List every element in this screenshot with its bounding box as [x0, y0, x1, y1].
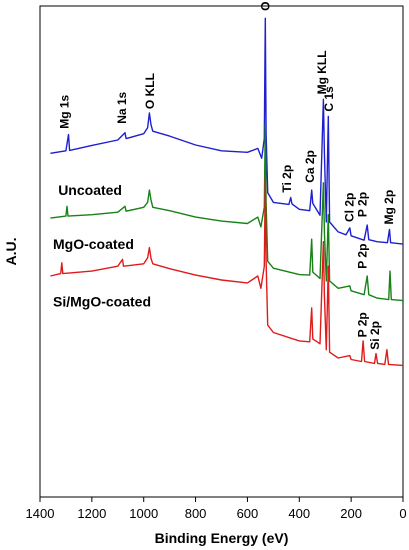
series-line-1: [50, 123, 404, 302]
x-axis: 1400 1200 1000 800 600 400 200 0: [26, 497, 407, 521]
peak-label-0: Mg 1s: [57, 94, 71, 128]
series-name-label-0: Uncoated: [58, 182, 122, 198]
x-tick-label-2: 1000: [129, 506, 158, 521]
peak-label-4: Ti 2p: [280, 165, 294, 193]
x-tick-label-7: 0: [399, 506, 406, 521]
series-name-label-2: Si/MgO-coated: [53, 294, 151, 310]
x-axis-title: Binding Energy (eV): [155, 530, 289, 546]
peak-label-11: P 2p: [355, 244, 369, 269]
peak-label-7: C 1s: [322, 86, 336, 112]
peak-label-8: Cl 2p: [342, 193, 356, 222]
x-tick-label-4: 600: [237, 506, 259, 521]
peak-label-2: O KLL: [143, 73, 157, 109]
plot-border: [39, 5, 404, 498]
peak-label-13: Si 2p: [368, 321, 382, 350]
peak-label-9: P 2p: [355, 192, 369, 217]
x-tick-label-6: 200: [340, 506, 362, 521]
x-tick-label-1: 1200: [77, 506, 106, 521]
peak-label-12: P 2p: [355, 312, 369, 337]
peak-label-3: O 1s: [259, 0, 273, 11]
peak-label-5: Ca 2p: [303, 150, 317, 183]
peak-label-6: Mg KLL: [315, 50, 329, 94]
series-line-0: [50, 17, 404, 245]
peak-label-1: Na 1s: [115, 91, 129, 123]
y-axis-title: A.U.: [3, 238, 19, 266]
x-tick-label-3: 800: [185, 506, 207, 521]
series-line-2: [50, 177, 404, 367]
plot-frame: [39, 5, 404, 498]
series-name-label-1: MgO-coated: [53, 236, 134, 252]
x-tick-label-5: 400: [288, 506, 310, 521]
series-layer: [50, 17, 404, 367]
peak-label-10: Mg 2p: [382, 190, 396, 225]
x-tick-label-0: 1400: [26, 506, 55, 521]
